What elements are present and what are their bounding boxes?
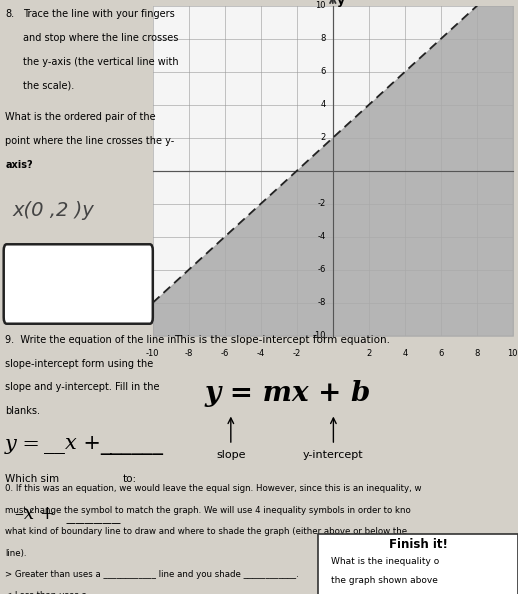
Text: __x +: __x +	[44, 435, 107, 454]
Text: blanks.: blanks.	[5, 406, 40, 416]
Text: must change the symbol to match the graph. We will use 4 inequality symbols in o: must change the symbol to match the grap…	[5, 505, 411, 514]
Text: axis?: axis?	[5, 160, 33, 170]
Text: -10: -10	[312, 331, 326, 340]
Text: called the y-intercept.: called the y-intercept.	[29, 298, 129, 307]
Text: -2: -2	[293, 349, 301, 358]
Text: 2: 2	[320, 133, 326, 143]
Text: the graph shown above: the graph shown above	[331, 576, 438, 584]
Text: 4: 4	[320, 100, 326, 109]
Text: 9.  Write the equation of the line in: 9. Write the equation of the line in	[5, 335, 177, 345]
Text: the scale).: the scale).	[23, 81, 74, 91]
Text: 8: 8	[320, 34, 326, 43]
Text: -8: -8	[317, 298, 326, 307]
Text: Which sim: Which sim	[5, 474, 59, 484]
Text: crosses the y-axis is: crosses the y-axis is	[34, 277, 124, 287]
Text: 0. If this was an equation, we would leave the equal sign. However, since this i: 0. If this was an equation, we would lea…	[5, 484, 422, 493]
Text: -2: -2	[318, 199, 326, 208]
Text: What is the inequality o: What is the inequality o	[331, 557, 439, 567]
Text: slope and y-intercept. Fill in the: slope and y-intercept. Fill in the	[5, 383, 160, 392]
FancyBboxPatch shape	[318, 534, 518, 594]
Text: y-intercept: y-intercept	[303, 450, 364, 460]
Text: line).: line).	[5, 548, 27, 558]
Text: -4: -4	[318, 232, 326, 241]
Text: What is the ordered pair of the: What is the ordered pair of the	[5, 112, 156, 122]
Text: y =: y =	[5, 435, 48, 454]
Text: ______: ______	[100, 435, 163, 454]
Text: 10: 10	[508, 349, 518, 358]
Text: -6: -6	[221, 349, 229, 358]
Text: slope: slope	[216, 450, 246, 460]
Text: point where the line crosses the y-: point where the line crosses the y-	[5, 136, 175, 146]
Text: x(0 ,2 )y: x(0 ,2 )y	[12, 201, 94, 220]
Text: y: y	[337, 0, 346, 8]
Text: 4: 4	[402, 349, 408, 358]
Text: what kind of boundary line to draw and where to shade the graph (either above or: what kind of boundary line to draw and w…	[5, 527, 407, 536]
Text: This is the slope-intercept form equation.: This is the slope-intercept form equatio…	[175, 335, 391, 345]
Text: 8: 8	[474, 349, 480, 358]
Text: 2: 2	[366, 349, 371, 358]
Text: 6: 6	[320, 67, 326, 77]
Text: 6: 6	[438, 349, 443, 358]
Text: slope-intercept form using the: slope-intercept form using the	[5, 359, 153, 369]
Text: < Less than uses a: < Less than uses a	[5, 592, 87, 594]
Text: –x +  ______: –x + ______	[16, 505, 121, 523]
Text: y = mx + b: y = mx + b	[204, 380, 370, 407]
FancyBboxPatch shape	[4, 244, 153, 324]
Text: -6: -6	[317, 265, 326, 274]
Text: Trace the line with your fingers: Trace the line with your fingers	[23, 9, 175, 19]
Text: -8: -8	[184, 349, 193, 358]
Text: the y-axis (the vertical line with: the y-axis (the vertical line with	[23, 57, 179, 67]
Text: -10: -10	[146, 349, 160, 358]
Text: > Greater than uses a ____________ line and you shade ____________.: > Greater than uses a ____________ line …	[5, 570, 299, 579]
Text: and stop where the line crosses: and stop where the line crosses	[23, 33, 178, 43]
Text: 10: 10	[315, 1, 326, 11]
Text: The point where the line: The point where the line	[23, 257, 135, 266]
Text: Finish it!: Finish it!	[388, 538, 448, 551]
Text: 8.: 8.	[5, 9, 15, 19]
Text: to:: to:	[123, 474, 137, 484]
Text: -4: -4	[257, 349, 265, 358]
